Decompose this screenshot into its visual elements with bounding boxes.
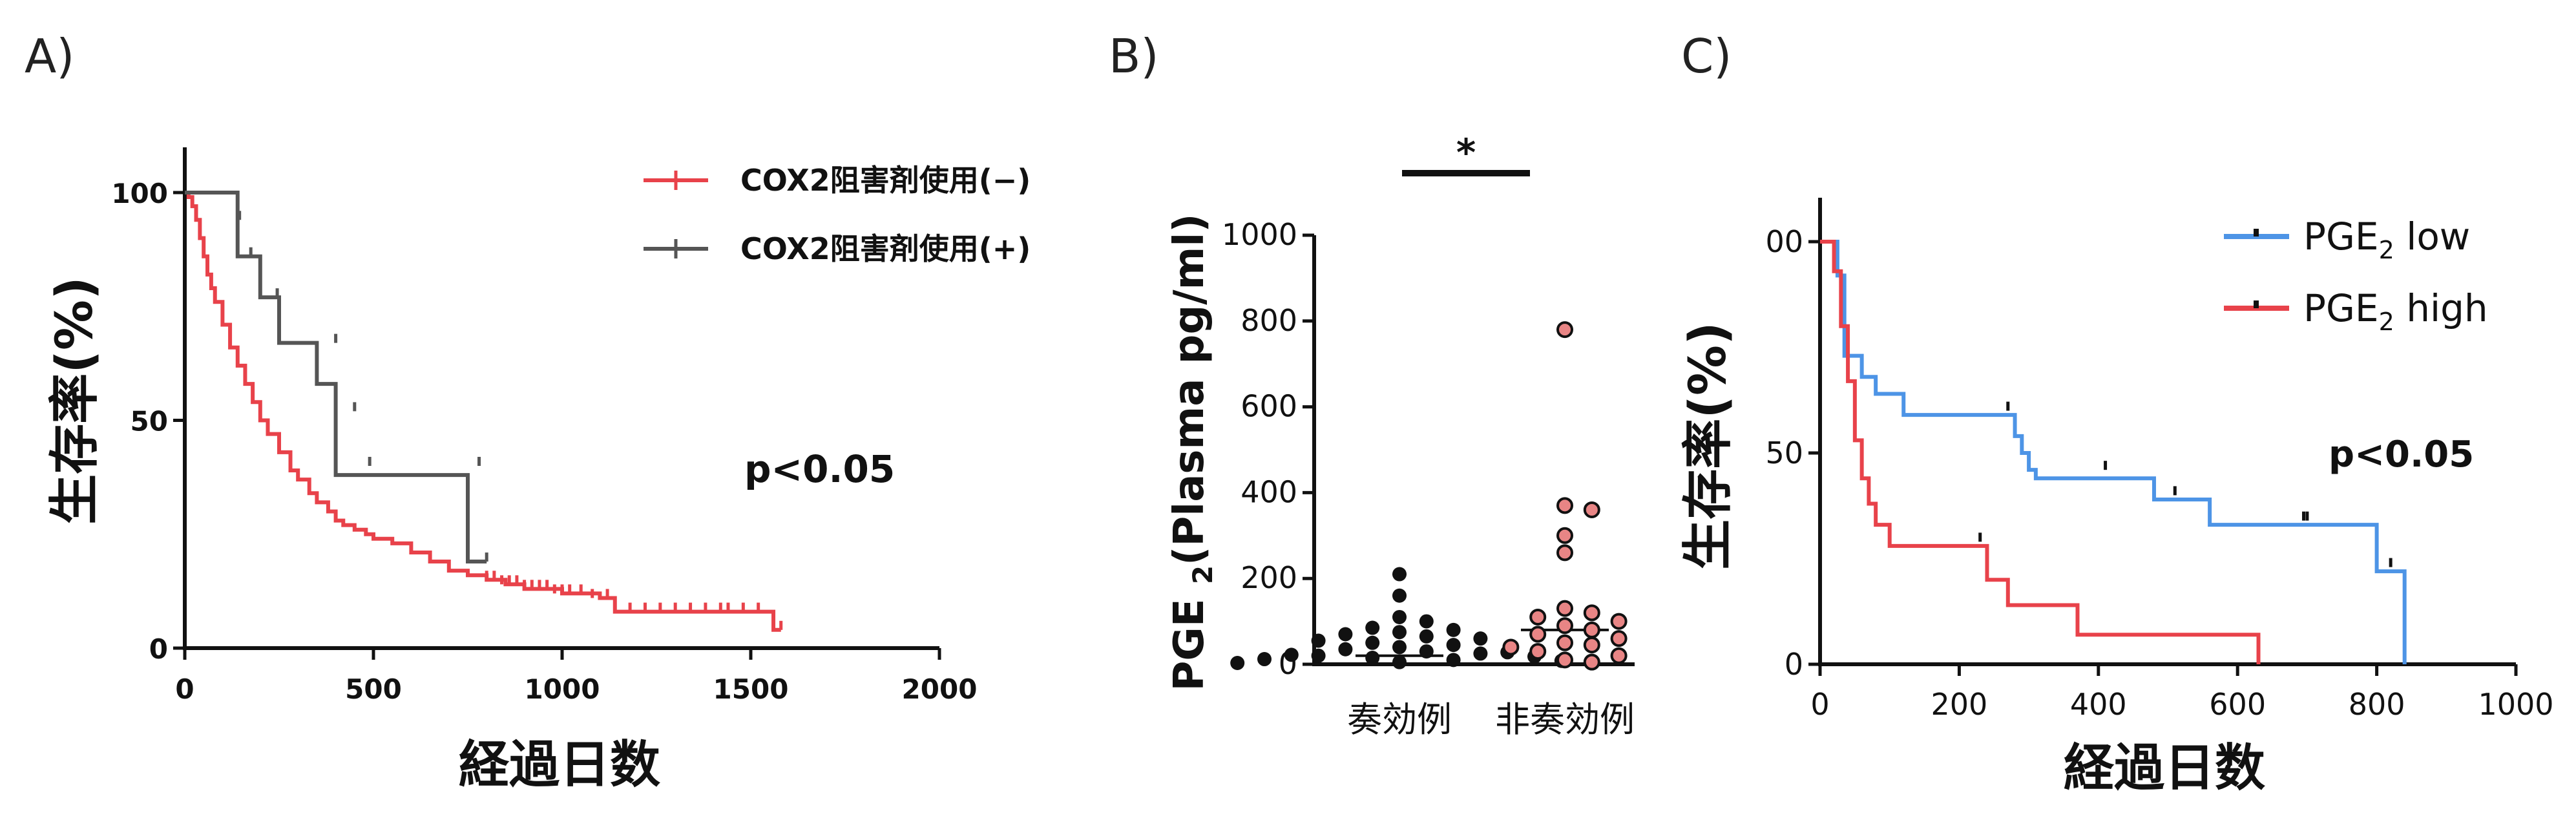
c-series-line-1 — [1820, 240, 2261, 664]
b-point-0-0 — [1392, 567, 1407, 582]
legend-label-cox-minus: COX2阻害剤使用(−) — [740, 163, 1031, 198]
b-ytick-label-5: 1000 — [1222, 217, 1297, 252]
x-axis-title-a: 経過日数 — [459, 736, 660, 794]
legend-a: COX2阻害剤使用(−) COX2阻害剤使用(+) — [644, 163, 1031, 266]
b-point-1-7 — [1529, 608, 1547, 626]
b-point-1-6 — [1583, 604, 1600, 622]
a-xtick-label-4: 2000 — [902, 673, 978, 705]
a-ytick-label-0: 0 — [149, 633, 168, 665]
c-xtick-label-1: 200 — [1931, 687, 1987, 722]
c-xtick-label-4: 800 — [2349, 687, 2405, 722]
b-point-1-10 — [1583, 621, 1600, 638]
legend-label-pge-high: PGE2 high — [2303, 286, 2488, 336]
b-point-0-25 — [1392, 655, 1407, 669]
b-point-0-10 — [1311, 633, 1326, 648]
category-label-1: 非奏効例 — [1495, 699, 1635, 740]
legend-label-pge-low: PGE2 low — [2303, 215, 2470, 264]
b-point-1-5 — [1556, 600, 1573, 617]
a-ytick-label-2: 100 — [111, 178, 168, 209]
b-point-0-13 — [1392, 640, 1407, 655]
b-point-0-18 — [1284, 647, 1299, 662]
b-point-0-11 — [1365, 635, 1380, 650]
b-point-1-0 — [1556, 321, 1573, 339]
b-point-0-26 — [1230, 656, 1245, 671]
series-c — [1820, 240, 2407, 664]
y-axis-title-a: 生存率(%) — [46, 277, 104, 524]
panel-label-a: A) — [25, 29, 74, 83]
p-value-c: p<0.05 — [2329, 434, 2474, 476]
b-point-1-2 — [1583, 501, 1600, 518]
y-axis-title-c: 生存率(%) — [1679, 322, 1737, 569]
b-point-1-15 — [1502, 638, 1520, 656]
series-b — [1230, 321, 1628, 671]
b-point-0-12 — [1446, 638, 1461, 653]
b-point-1-17 — [1610, 647, 1628, 664]
b-point-1-12 — [1610, 630, 1628, 647]
panel-label-b: B) — [1109, 29, 1158, 83]
b-point-0-7 — [1338, 627, 1353, 642]
b-point-0-21 — [1365, 651, 1380, 666]
c-ytick-label-2: 00 — [1765, 224, 1803, 259]
b-point-1-18 — [1556, 651, 1573, 669]
b-point-0-15 — [1419, 644, 1434, 659]
x-axis-title-c: 経過日数 — [2064, 739, 2265, 797]
a-xtick-label-0: 0 — [175, 673, 194, 705]
b-point-0-9 — [1473, 631, 1488, 646]
b-point-1-3 — [1556, 527, 1573, 544]
b-point-0-3 — [1419, 614, 1434, 629]
b-point-0-5 — [1446, 622, 1461, 637]
a-series-line-1 — [185, 191, 487, 564]
b-point-0-17 — [1473, 646, 1488, 661]
b-point-1-16 — [1529, 643, 1547, 660]
category-label-0: 奏効例 — [1347, 699, 1452, 740]
b-point-0-19 — [1311, 648, 1326, 663]
b-point-0-4 — [1365, 620, 1380, 635]
a-series-line-0 — [185, 191, 781, 632]
series-a — [185, 191, 783, 632]
panel-label-c: C) — [1681, 29, 1732, 83]
ticks-a: 0 500 1000 1500 2000 0 50 100 — [111, 178, 977, 705]
b-point-1-19 — [1583, 653, 1600, 671]
c-xtick-label-5: 1000 — [2478, 687, 2553, 722]
y-axis-title-b: PGE 2(Plasma pg/ml) — [1166, 213, 1219, 691]
km-chart-c: 0 200 400 600 800 1000 0 50 00 経過日数 生存率(%) p<0.0… — [1679, 198, 2554, 797]
b-ytick-label-3: 600 — [1241, 389, 1297, 424]
a-xtick-label-3: 1500 — [713, 673, 789, 705]
c-ytick-label-1: 50 — [1765, 436, 1803, 470]
b-point-0-6 — [1392, 625, 1407, 640]
ticks-c: 0 200 400 600 800 1000 0 50 00 — [1765, 224, 2553, 722]
c-ytick-label-0: 0 — [1785, 647, 1803, 682]
b-point-1-14 — [1583, 636, 1600, 654]
b-point-1-4 — [1556, 544, 1573, 562]
b-point-0-1 — [1392, 588, 1407, 603]
b-point-0-22 — [1257, 652, 1272, 667]
b-point-1-1 — [1556, 497, 1573, 514]
b-point-1-13 — [1556, 634, 1573, 651]
b-ytick-label-4: 800 — [1241, 303, 1297, 338]
c-series-line-0 — [1820, 240, 2407, 664]
b-ytick-label-2: 400 — [1241, 474, 1297, 509]
legend-c: PGE2 low PGE2 high — [2224, 215, 2488, 336]
c-xtick-label-0: 0 — [1810, 687, 1829, 722]
a-xtick-label-1: 500 — [345, 673, 402, 705]
b-point-0-14 — [1338, 642, 1353, 657]
a-xtick-label-2: 1000 — [525, 673, 600, 705]
km-chart-a: 0 500 1000 1500 2000 0 50 100 経過日数 生存率(%) p<0.0… — [46, 147, 1031, 794]
b-point-1-9 — [1556, 617, 1573, 635]
b-point-0-8 — [1419, 629, 1434, 644]
b-ytick-label-1: 200 — [1241, 560, 1297, 595]
c-xtick-label-2: 400 — [2070, 687, 2127, 722]
b-point-0-2 — [1392, 609, 1407, 624]
b-point-1-11 — [1529, 626, 1547, 643]
c-xtick-label-3: 600 — [2209, 687, 2266, 722]
b-point-1-8 — [1610, 613, 1628, 630]
a-ytick-label-1: 50 — [131, 406, 168, 437]
b-point-0-23 — [1446, 653, 1461, 668]
legend-label-cox-plus: COX2阻害剤使用(+) — [740, 231, 1031, 266]
significance-star: * — [1456, 131, 1476, 174]
p-value-a: p<0.05 — [744, 447, 895, 491]
